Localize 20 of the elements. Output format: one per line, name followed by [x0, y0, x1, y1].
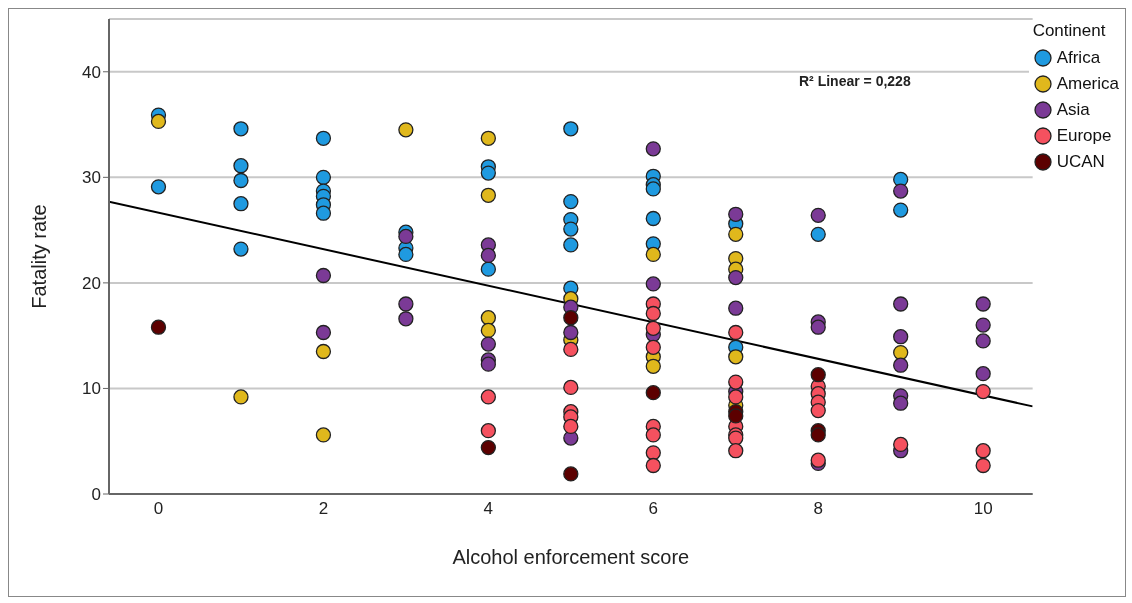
legend-label: Asia: [1056, 100, 1090, 120]
x-axis-title: Alcohol enforcement score: [452, 546, 690, 568]
y-tick-label: 10: [82, 379, 101, 399]
y-tick-label: 0: [91, 485, 101, 505]
legend-label: Europe: [1056, 126, 1112, 146]
y-tick-label: 40: [82, 62, 101, 82]
legend-label: America: [1056, 74, 1119, 94]
x-tick-label: 6: [648, 499, 659, 519]
legend-label: UCAN: [1056, 152, 1105, 172]
y-tick-label: 30: [82, 168, 101, 188]
x-tick-label: 0: [153, 499, 164, 519]
y-axis-title: Fatality rate: [28, 204, 51, 309]
x-tick-label: 10: [973, 499, 993, 519]
annotation: R² Linear = 0,228: [799, 73, 911, 89]
x-tick-label: 4: [483, 499, 494, 519]
legend-label: Africa: [1056, 48, 1101, 68]
x-tick-label: 2: [318, 499, 329, 519]
y-tick-label: 20: [82, 273, 101, 293]
legend-title: Continent: [1032, 21, 1107, 41]
x-tick-label: 8: [813, 499, 823, 519]
